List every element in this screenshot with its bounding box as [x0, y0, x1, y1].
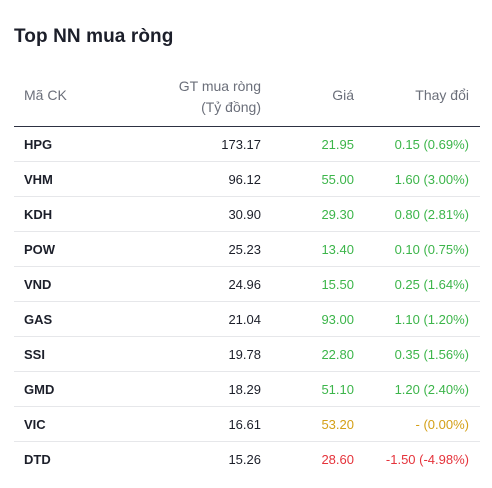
stock-code[interactable]: GMD — [24, 382, 55, 397]
price: 55.00 — [321, 172, 354, 187]
net-buy-value: 15.26 — [228, 452, 261, 467]
price-change: -1.50 (-4.98%) — [385, 452, 469, 467]
net-buy-value: 30.90 — [228, 207, 261, 222]
stock-code[interactable]: HPG — [24, 137, 53, 152]
stock-code[interactable]: DTD — [24, 452, 51, 467]
net-buy-table: Mã CK GT mua ròng (Tỷ đồng) Giá Thay đổi… — [14, 68, 480, 476]
table-row[interactable]: HPG 173.17 21.95 0.15 (0.69%) — [14, 127, 480, 162]
net-buy-value: 16.61 — [228, 417, 261, 432]
table-row[interactable]: DTD 15.26 28.60 -1.50 (-4.98%) — [14, 442, 480, 476]
table-row[interactable]: POW 25.23 13.40 0.10 (0.75%) — [14, 232, 480, 267]
price: 53.20 — [321, 417, 354, 432]
stock-code[interactable]: VND — [24, 277, 52, 292]
price: 21.95 — [321, 137, 354, 152]
net-buy-value: 25.23 — [228, 242, 261, 257]
stock-code[interactable]: KDH — [24, 207, 53, 222]
net-buy-value: 173.17 — [221, 137, 261, 152]
price-change: 1.20 (2.40%) — [394, 382, 469, 397]
table-row[interactable]: VND 24.96 15.50 0.25 (1.64%) — [14, 267, 480, 302]
net-buy-value: 19.78 — [228, 347, 261, 362]
table-body: HPG 173.17 21.95 0.15 (0.69%) VHM 96.12 55.00 1… — [14, 127, 480, 476]
stock-code[interactable]: GAS — [24, 312, 53, 327]
column-header-price[interactable]: Giá — [332, 87, 354, 103]
price: 15.50 — [321, 277, 354, 292]
column-header-net-buy-value-line2: (Tỷ đồng) — [201, 99, 261, 115]
net-buy-value: 96.12 — [228, 172, 261, 187]
price-change: 1.60 (3.00%) — [394, 172, 469, 187]
price-change: 0.25 (1.64%) — [394, 277, 469, 292]
price: 93.00 — [321, 312, 354, 327]
price: 29.30 — [321, 207, 354, 222]
widget-title: Top NN mua ròng — [14, 26, 174, 47]
price: 28.60 — [321, 452, 354, 467]
column-header-change[interactable]: Thay đổi — [415, 87, 469, 103]
stock-code[interactable]: SSI — [24, 347, 45, 362]
table-row[interactable]: GMD 18.29 51.10 1.20 (2.40%) — [14, 372, 480, 407]
column-header-code[interactable]: Mã CK — [24, 87, 67, 103]
price: 13.40 — [321, 242, 354, 257]
table-row[interactable]: GAS 21.04 93.00 1.10 (1.20%) — [14, 302, 480, 337]
table-row[interactable]: VIC 16.61 53.20 - (0.00%) — [14, 407, 480, 442]
table-row[interactable]: KDH 30.90 29.30 0.80 (2.81%) — [14, 197, 480, 232]
price: 51.10 — [321, 382, 354, 397]
column-header-net-buy-value[interactable]: GT mua ròng (Tỷ đồng) — [179, 76, 261, 118]
stock-code[interactable]: VIC — [24, 417, 46, 432]
net-buy-value: 24.96 — [228, 277, 261, 292]
stock-code[interactable]: POW — [24, 242, 56, 257]
table-header: Mã CK GT mua ròng (Tỷ đồng) Giá Thay đổi — [14, 68, 480, 127]
stock-code[interactable]: VHM — [24, 172, 53, 187]
net-buy-value: 21.04 — [228, 312, 261, 327]
net-buy-value: 18.29 — [228, 382, 261, 397]
price-change: - (0.00%) — [415, 417, 469, 432]
price: 22.80 — [321, 347, 354, 362]
price-change: 0.15 (0.69%) — [394, 137, 469, 152]
price-change: 1.10 (1.20%) — [394, 312, 469, 327]
column-header-net-buy-value-line1: GT mua ròng — [178, 78, 261, 94]
price-change: 0.35 (1.56%) — [394, 347, 469, 362]
price-change: 0.10 (0.75%) — [394, 242, 469, 257]
price-change: 0.80 (2.81%) — [394, 207, 469, 222]
table-row[interactable]: VHM 96.12 55.00 1.60 (3.00%) — [14, 162, 480, 197]
table-row[interactable]: SSI 19.78 22.80 0.35 (1.56%) — [14, 337, 480, 372]
